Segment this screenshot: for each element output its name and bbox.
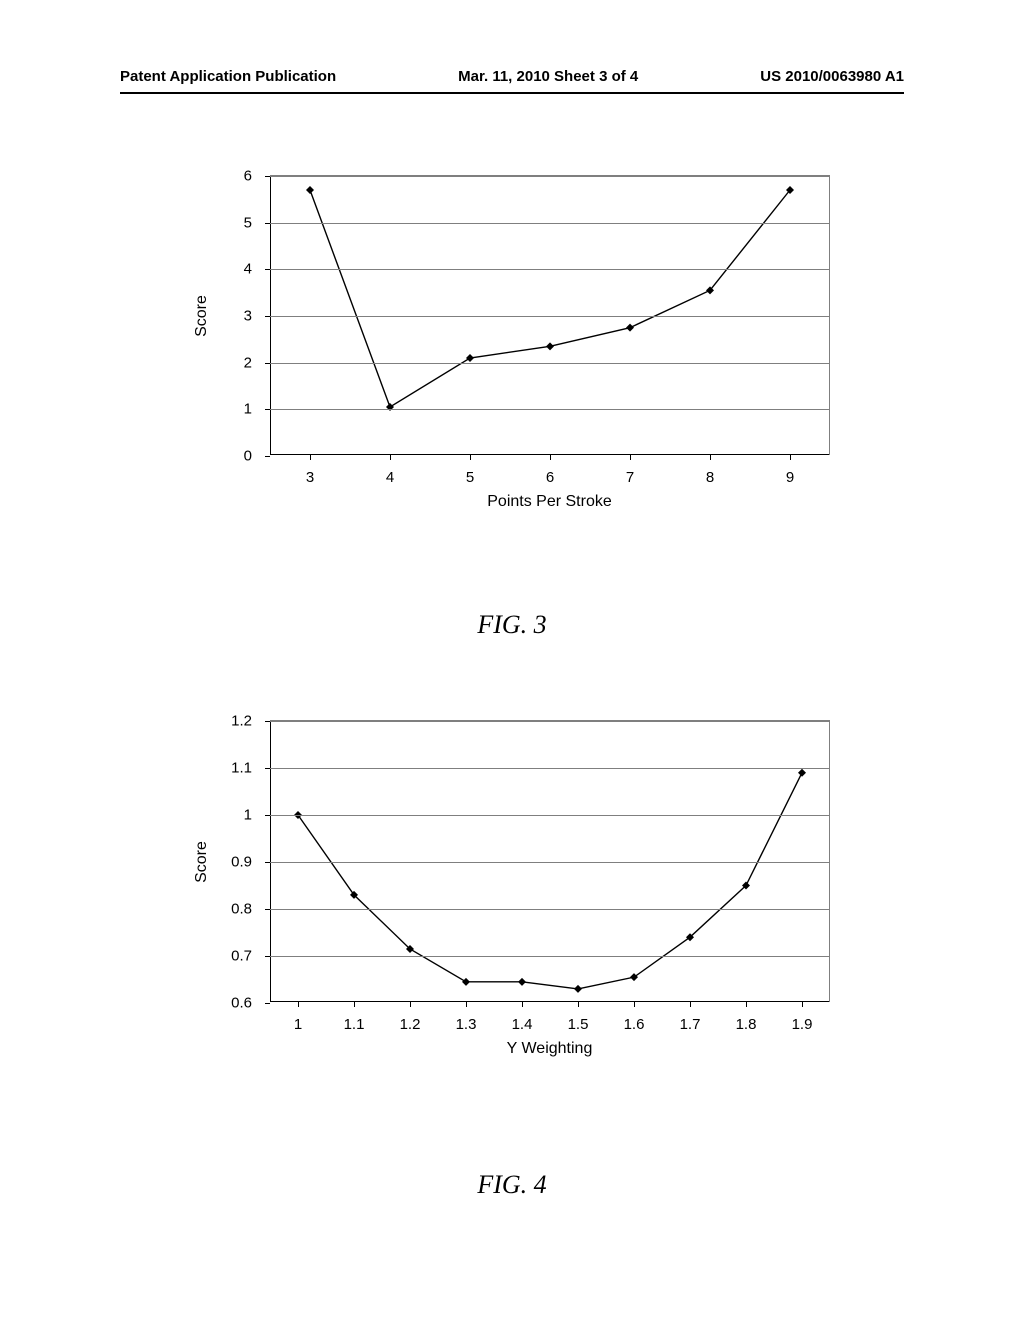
x-tick-mark: [578, 1002, 579, 1007]
y-tick-mark: [265, 956, 270, 957]
gridline: [270, 363, 829, 364]
y-tick-mark: [265, 269, 270, 270]
x-tick-label: 4: [386, 469, 394, 486]
x-tick-mark: [746, 1002, 747, 1007]
y-tick-label: 1: [244, 807, 252, 824]
x-tick-mark: [410, 1002, 411, 1007]
gridline: [270, 815, 829, 816]
x-tick-mark: [802, 1002, 803, 1007]
chart-fig3: Score Points Per Stroke 01234563456789: [190, 175, 830, 510]
x-tick-label: 1.7: [680, 1016, 701, 1033]
chart-fig4: Score Y Weighting 0.6 0.7 0.8 0.9 1 1.1 1.2 1 1.…: [190, 720, 830, 1060]
x-tick-label: 1.3: [456, 1016, 477, 1033]
x-tick-mark: [298, 1002, 299, 1007]
y-tick-label: 2: [244, 354, 252, 371]
plot-area-fig3: Score Points Per Stroke 01234563456789: [270, 175, 830, 455]
gridline: [270, 176, 829, 177]
y-tick-label: 1.2: [231, 713, 252, 730]
y-tick-mark: [265, 316, 270, 317]
y-tick-mark: [265, 815, 270, 816]
y-tick-label: 0.8: [231, 901, 252, 918]
gridline: [270, 316, 829, 317]
x-tick-label: 5: [466, 469, 474, 486]
y-tick-label: 0.7: [231, 948, 252, 965]
x-tick-label: 7: [626, 469, 634, 486]
x-tick-label: 9: [786, 469, 794, 486]
y-axis-title: Score: [193, 841, 211, 883]
x-tick-mark: [710, 455, 711, 460]
x-tick-mark: [630, 455, 631, 460]
gridline: [270, 223, 829, 224]
y-tick-label: 3: [244, 308, 252, 325]
y-tick-label: 1.1: [231, 760, 252, 777]
gridline: [270, 909, 829, 910]
y-tick-mark: [265, 1003, 270, 1004]
gridline: [270, 956, 829, 957]
y-tick-mark: [265, 909, 270, 910]
x-tick-label: 1.6: [624, 1016, 645, 1033]
y-tick-mark: [265, 721, 270, 722]
y-tick-mark: [265, 363, 270, 364]
x-tick-mark: [466, 1002, 467, 1007]
figure-caption-4: FIG. 4: [477, 1170, 546, 1200]
gridline: [270, 269, 829, 270]
x-tick-mark: [550, 455, 551, 460]
y-tick-label: 4: [244, 261, 252, 278]
y-tick-label: 0.9: [231, 854, 252, 871]
y-tick-mark: [265, 176, 270, 177]
x-tick-label: 8: [706, 469, 714, 486]
x-tick-mark: [354, 1002, 355, 1007]
x-tick-mark: [522, 1002, 523, 1007]
x-tick-label: 1.4: [512, 1016, 533, 1033]
header-center: Mar. 11, 2010 Sheet 3 of 4: [458, 68, 638, 85]
gridline: [270, 768, 829, 769]
page-header: Patent Application Publication Mar. 11, …: [120, 68, 904, 85]
header-rule: [120, 92, 904, 94]
header-left: Patent Application Publication: [120, 68, 336, 85]
gridline: [270, 721, 829, 722]
x-axis-title: Points Per Stroke: [487, 493, 612, 511]
x-tick-label: 1.8: [736, 1016, 757, 1033]
x-tick-label: 1.2: [400, 1016, 421, 1033]
x-axis-title: Y Weighting: [507, 1040, 593, 1058]
y-tick-mark: [265, 862, 270, 863]
x-tick-label: 6: [546, 469, 554, 486]
x-tick-mark: [790, 455, 791, 460]
y-tick-label: 1: [244, 401, 252, 418]
x-tick-label: 1: [294, 1016, 302, 1033]
y-tick-label: 6: [244, 168, 252, 185]
y-tick-label: 0: [244, 448, 252, 465]
y-tick-label: 0.6: [231, 995, 252, 1012]
y-tick-mark: [265, 409, 270, 410]
x-tick-mark: [470, 455, 471, 460]
x-tick-label: 1.9: [792, 1016, 813, 1033]
x-tick-mark: [310, 455, 311, 460]
y-axis-title: Score: [193, 295, 211, 337]
gridline: [270, 409, 829, 410]
x-tick-mark: [390, 455, 391, 460]
y-tick-mark: [265, 223, 270, 224]
x-tick-label: 1.1: [344, 1016, 365, 1033]
x-tick-label: 1.5: [568, 1016, 589, 1033]
x-tick-label: 3: [306, 469, 314, 486]
plot-area-fig4: Score Y Weighting 0.60.70.80.911.11.211.…: [270, 720, 830, 1002]
x-tick-mark: [690, 1002, 691, 1007]
header-right: US 2010/0063980 A1: [760, 68, 904, 85]
gridline: [270, 862, 829, 863]
y-tick-mark: [265, 768, 270, 769]
y-tick-label: 5: [244, 214, 252, 231]
x-tick-mark: [634, 1002, 635, 1007]
figure-caption-3: FIG. 3: [477, 610, 546, 640]
y-tick-mark: [265, 456, 270, 457]
